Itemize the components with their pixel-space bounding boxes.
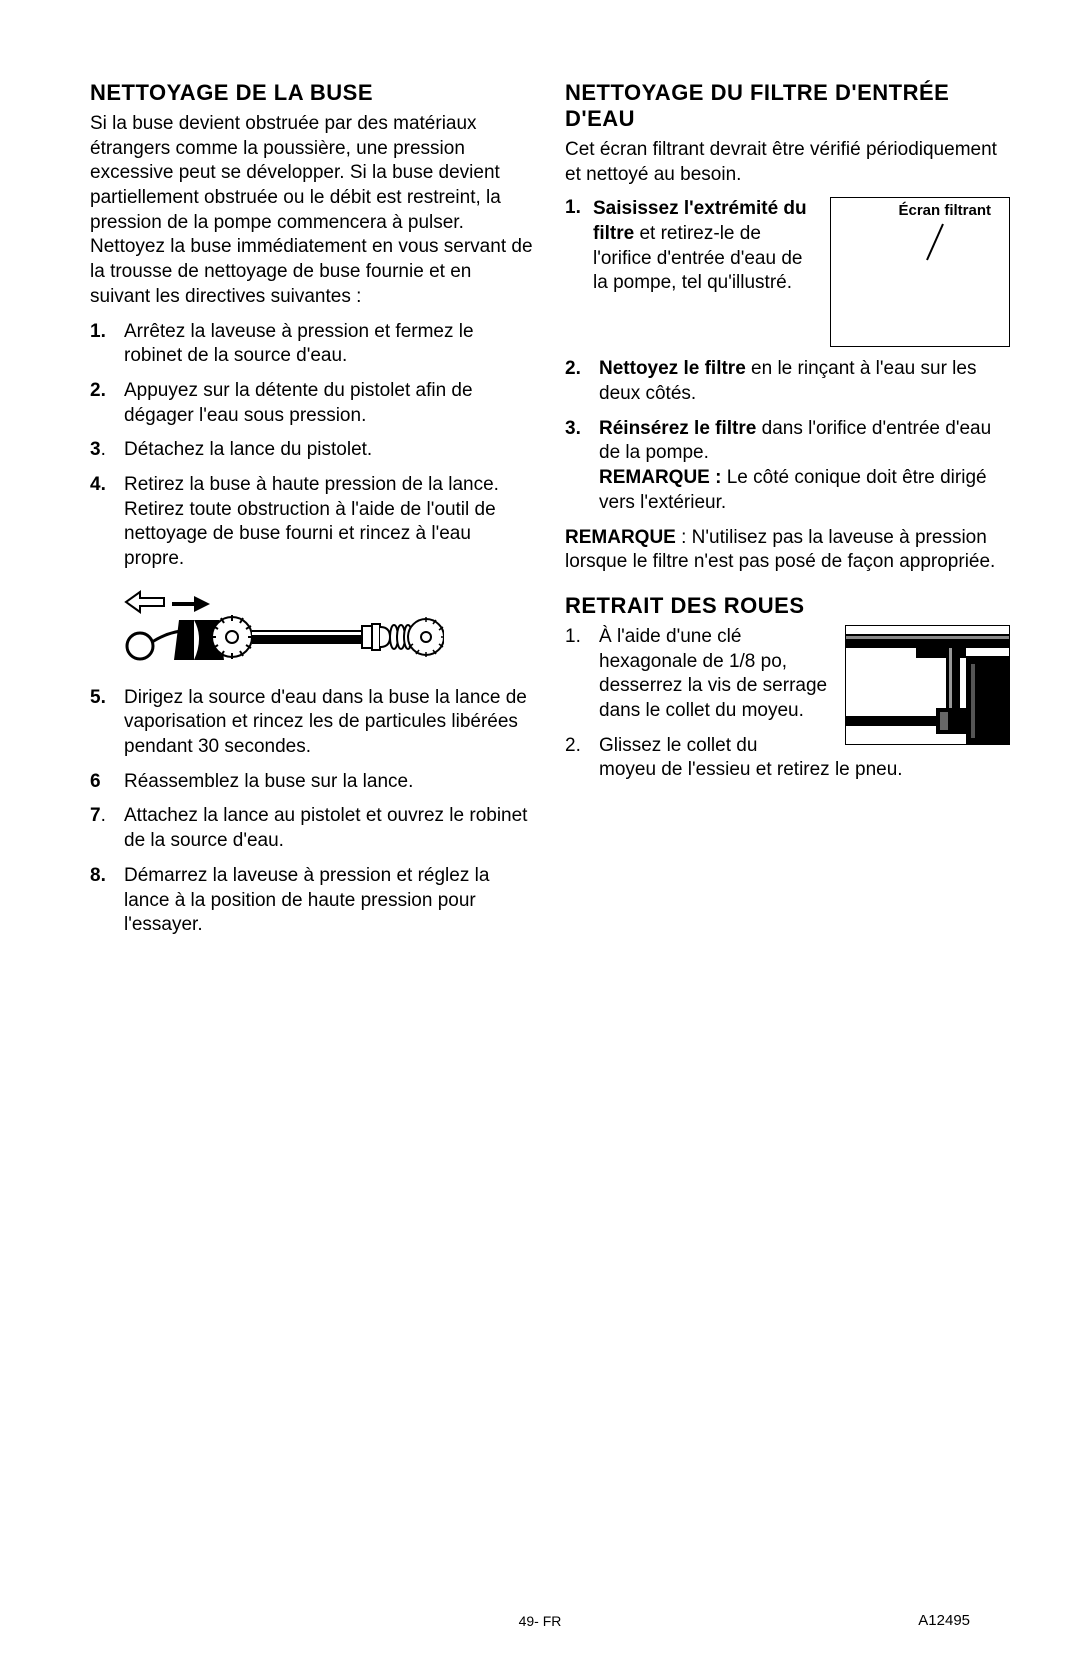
step-text: Dirigez la source d'eau dans la buse la …	[124, 686, 535, 760]
step-text: Réassemblez la buse sur la lance.	[124, 770, 535, 795]
step-text: Appuyez sur la détente du pistolet afin …	[124, 379, 535, 428]
filter-remark-paragraph: REMARQUE : N'utilisez pas la laveuse à p…	[565, 526, 1010, 575]
nozzle-intro-paragraph: Si la buse devient obstruée par des maté…	[90, 112, 535, 310]
nozzle-step-6: 6 Réassemblez la buse sur la lance.	[90, 770, 535, 795]
wheel-removal-illustration	[845, 625, 1010, 745]
step-text: Détachez la lance du pistolet.	[124, 438, 535, 463]
nozzle-step-8: 8. Démarrez la laveuse à pression et rég…	[90, 864, 535, 938]
filter-cleaning-heading: NETTOYAGE DU FILTRE D'ENTRÉE D'EAU	[565, 80, 1010, 132]
filter-step-2: 2. Nettoyez le filtre en le rinçant à l'…	[565, 357, 1010, 406]
filter-screen-illustration: Écran filtrant	[830, 197, 1010, 347]
nozzle-step-5: 5. Dirigez la source d'eau dans la buse …	[90, 686, 535, 760]
nozzle-step-4: 4. Retirez la buse à haute pression de l…	[90, 473, 535, 572]
manual-page: NETTOYAGE DE LA BUSE Si la buse devient …	[0, 0, 1080, 1669]
left-column: NETTOYAGE DE LA BUSE Si la buse devient …	[90, 80, 535, 948]
filter-step-3: 3. Réinsérez le filtre dans l'orifice d'…	[565, 417, 1010, 516]
nozzle-steps-list: 1. Arrêtez la laveuse à pression et ferm…	[90, 320, 535, 572]
wheel-steps-with-figure: 1. À l'aide d'une clé hexagonale de 1/8 …	[565, 625, 1010, 758]
step-number: 1.	[565, 625, 599, 724]
wheel-step-2a: 2. Glissez le collet du	[565, 734, 835, 759]
filter-intro-paragraph: Cet écran filtrant devrait être vérifié …	[565, 138, 1010, 187]
step-number: 8.	[90, 864, 124, 938]
step-text: Attachez la lance au pistolet et ouvrez …	[124, 804, 535, 853]
step-number: 2.	[90, 379, 124, 428]
step-number: 3.	[565, 417, 599, 516]
step-number: 4.	[90, 473, 124, 572]
step-number: 2.	[565, 357, 599, 406]
step-text: Glissez le collet du	[599, 734, 835, 759]
step-text: Démarrez la laveuse à pression et réglez…	[124, 864, 535, 938]
nozzle-step-7: 7. Attachez la lance au pistolet et ouvr…	[90, 804, 535, 853]
nozzle-step-3: 3. Détachez la lance du pistolet.	[90, 438, 535, 463]
step-text: Arrêtez la laveuse à pression et fermez …	[124, 320, 535, 369]
wheel-step-2b: moyeu de l'essieu et retirez le pneu.	[565, 758, 1010, 783]
step-number: 1.	[565, 197, 593, 296]
step-text: À l'aide d'une clé hexagonale de 1/8 po,…	[599, 625, 835, 724]
filter-step1-text: Saisissez l'extrémité du filtre et retir…	[593, 197, 820, 296]
step-number: 1.	[90, 320, 124, 369]
step-text: Réinsérez le filtre dans l'orifice d'ent…	[599, 417, 1010, 516]
two-column-layout: NETTOYAGE DE LA BUSE Si la buse devient …	[90, 80, 1010, 948]
nozzle-step-2: 2. Appuyez sur la détente du pistolet af…	[90, 379, 535, 428]
right-column: NETTOYAGE DU FILTRE D'ENTRÉE D'EAU Cet é…	[565, 80, 1010, 948]
filter-steps-list: 2. Nettoyez le filtre en le rinçant à l'…	[565, 357, 1010, 515]
nozzle-cleaning-illustration	[124, 582, 444, 672]
step-number: 5.	[90, 686, 124, 760]
wheel-steps-list: 1. À l'aide d'une clé hexagonale de 1/8 …	[565, 625, 835, 758]
wheel-step-1: 1. À l'aide d'une clé hexagonale de 1/8 …	[565, 625, 835, 724]
step-number: 7.	[90, 804, 124, 853]
step-number: 2.	[565, 734, 599, 759]
step-number: 6	[90, 770, 124, 795]
wheel-removal-heading: RETRAIT DES ROUES	[565, 593, 1010, 619]
step-text: Nettoyez le filtre en le rinçant à l'eau…	[599, 357, 1010, 406]
nozzle-cleaning-heading: NETTOYAGE DE LA BUSE	[90, 80, 535, 106]
nozzle-step-1: 1. Arrêtez la laveuse à pression et ferm…	[90, 320, 535, 369]
filter-step1-with-figure: 1. Saisissez l'extrémité du filtre et re…	[565, 197, 1010, 347]
step-text: Retirez la buse à haute pression de la l…	[124, 473, 535, 572]
nozzle-steps-list-continued: 5. Dirigez la source d'eau dans la buse …	[90, 686, 535, 938]
page-footer-right: A12495	[918, 1612, 970, 1629]
step-number: 3.	[90, 438, 124, 463]
filter-figure-label: Écran filtrant	[898, 202, 991, 219]
